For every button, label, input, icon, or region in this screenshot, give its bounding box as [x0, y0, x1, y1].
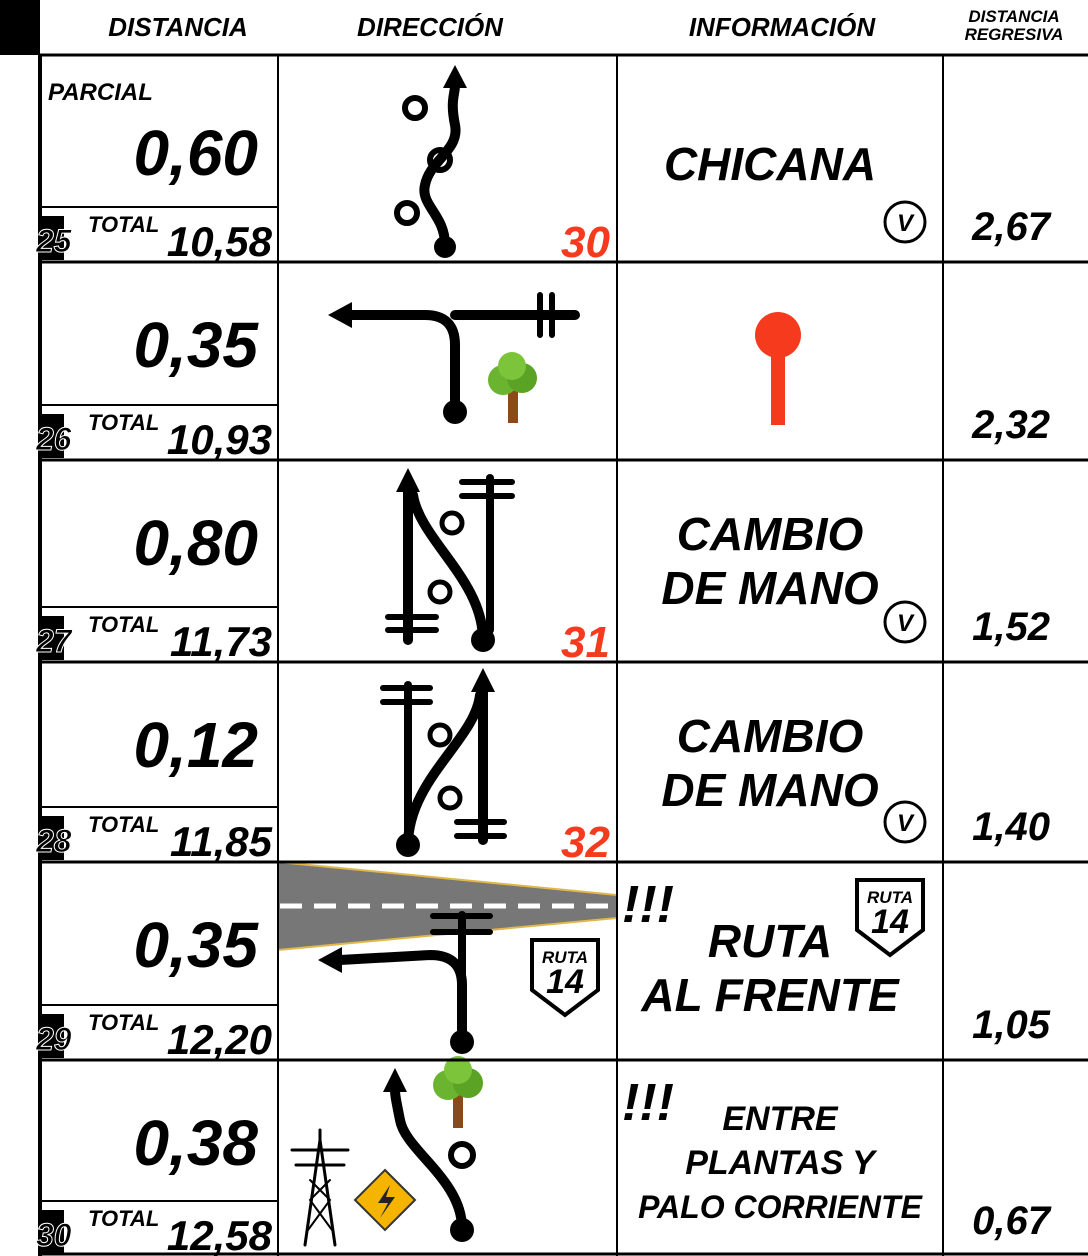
waypoint-number: 32 — [561, 818, 610, 867]
column-header: DISTANCIA — [108, 12, 248, 42]
total-distance: 12,58 — [167, 1212, 273, 1256]
lightning — [378, 1185, 395, 1218]
pin-head — [755, 312, 801, 358]
waypoint-number: 30 — [561, 218, 610, 267]
number-box — [40, 1210, 64, 1254]
total-label: TOTAL — [88, 612, 159, 637]
info-text: PLANTAS Y — [685, 1144, 878, 1182]
number-box — [40, 616, 64, 660]
waypoint-number: 31 — [561, 618, 610, 667]
total-label: TOTAL — [88, 212, 159, 237]
info-text: CAMBIO — [677, 508, 864, 560]
partial-distance: 0,60 — [133, 117, 258, 189]
column-header: REGRESIVA — [965, 25, 1064, 44]
row-number: 25 — [35, 223, 73, 259]
speed-icon-label: V — [897, 210, 915, 237]
number-box — [40, 816, 64, 860]
total-label: TOTAL — [88, 812, 159, 837]
tree — [433, 1056, 483, 1128]
remaining-distance: 2,32 — [971, 403, 1050, 447]
route-sign-top: RUTA — [542, 948, 588, 967]
tree — [488, 352, 537, 423]
speed-icon-label: V — [897, 810, 915, 837]
total-distance: 11,85 — [170, 818, 273, 865]
info-text: AL FRENTE — [640, 969, 900, 1021]
info-text: CHICANA — [664, 138, 876, 190]
total-distance: 10,93 — [167, 416, 272, 463]
speed-icon — [883, 800, 927, 844]
total-label: TOTAL — [88, 1010, 159, 1035]
row-number: 28 — [35, 823, 72, 859]
info-text: RUTA — [708, 915, 832, 967]
number-box — [40, 414, 64, 458]
route-sign-number: 14 — [871, 903, 909, 941]
remaining-distance: 2,67 — [971, 205, 1052, 249]
info-text: ENTRE — [722, 1100, 839, 1138]
drawings-2 — [290, 911, 493, 1247]
remaining-distance: 1,40 — [972, 805, 1050, 849]
total-distance: 11,73 — [170, 618, 272, 665]
partial-distance: 0,35 — [133, 309, 259, 381]
total-label: TOTAL — [88, 410, 159, 435]
route-sign — [530, 938, 600, 1018]
number-box — [40, 216, 64, 260]
total-label: TOTAL — [88, 1206, 159, 1231]
partial-distance: 0,12 — [133, 709, 258, 781]
row-number: 26 — [35, 421, 72, 457]
info-text: DE MANO — [661, 562, 878, 614]
partial-distance: 0,38 — [133, 1107, 258, 1179]
row-number: 29 — [35, 1021, 72, 1057]
info-text: DE MANO — [661, 764, 878, 816]
speed-icon — [883, 200, 927, 244]
partial-distance: 0,35 — [133, 909, 259, 981]
column-header: DISTANCIA — [968, 7, 1059, 26]
speed-icon-label: V — [897, 610, 915, 637]
alert: !!! — [622, 1074, 674, 1132]
number-box — [40, 1014, 64, 1058]
route-sign-top: RUTA — [867, 888, 913, 907]
corner-block — [0, 0, 40, 55]
alert: !!! — [622, 876, 674, 934]
speed-icon — [883, 600, 927, 644]
drawings — [328, 65, 580, 857]
route-sign-number: 14 — [546, 963, 584, 1001]
remaining-distance: 0,67 — [972, 1199, 1052, 1243]
info-text: PALO CORRIENTE — [638, 1189, 924, 1225]
row-number: 30 — [36, 1217, 72, 1253]
total-distance: 12,20 — [167, 1016, 272, 1063]
remaining-distance: 1,52 — [972, 605, 1050, 649]
column-header: DIRECCIÓN — [357, 12, 504, 42]
partial-label: PARCIAL — [48, 79, 153, 106]
row-number: 27 — [35, 623, 74, 659]
info-text: CAMBIO — [677, 710, 864, 762]
route-sign — [855, 878, 925, 958]
column-header: INFORMACIÓN — [689, 12, 877, 42]
remaining-distance: 1,05 — [972, 1003, 1051, 1047]
total-distance: 10,58 — [167, 218, 273, 265]
pin-stem — [771, 340, 785, 425]
partial-distance: 0,80 — [133, 507, 258, 579]
